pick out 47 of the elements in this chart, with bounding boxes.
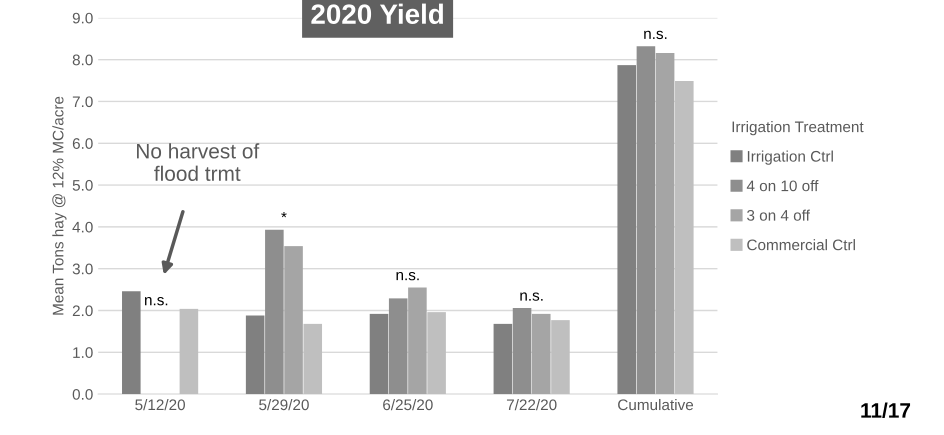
y-tick-label: 1.0	[73, 347, 93, 358]
bar	[265, 230, 284, 394]
text: 11/17	[861, 402, 910, 418]
bar	[656, 52, 674, 394]
bar	[284, 246, 303, 394]
x-tick-label: Cumulative	[618, 398, 694, 410]
annotation: *	[281, 212, 287, 218]
y-tick-label: 3.0	[72, 264, 93, 274]
x-tick-label: 7/22/20	[506, 398, 557, 410]
bar	[512, 308, 532, 394]
bar	[494, 324, 512, 394]
bar	[532, 314, 551, 394]
legend-label: 3 on 4 off	[747, 210, 810, 221]
annotation: No harvest of flood trmt	[137, 143, 260, 181]
bar	[370, 314, 388, 394]
legend-label: Irrigation Ctrl	[748, 150, 833, 165]
bar	[246, 316, 264, 394]
bar	[180, 308, 198, 394]
annotation: n.s.	[145, 297, 168, 306]
y-tick-label: 5.0	[72, 180, 93, 191]
annotation: n.s.	[520, 292, 543, 301]
y-tick-label: 6.0	[72, 138, 93, 149]
y-tick-label: 7.0	[72, 96, 93, 108]
x-tick-label: 5/12/20	[135, 398, 185, 410]
bar	[675, 80, 694, 394]
bar	[303, 324, 322, 394]
y-tick-label: 0.0	[72, 388, 93, 400]
x-tick-label: 6/25/20	[383, 398, 433, 410]
y-tick-label: 8.0	[72, 54, 93, 66]
bar	[427, 312, 446, 394]
chart-title: 2020 Yield	[311, 4, 443, 24]
bar	[388, 298, 408, 394]
y-tick-label: 9.0	[72, 12, 93, 24]
y-tick-label: 4.0	[72, 222, 93, 233]
y-tick-label: 2.0	[72, 305, 93, 316]
y-axis-title: Mean Tons hay @ 12% MC/acre	[52, 96, 67, 315]
bar	[551, 320, 570, 394]
bar	[636, 46, 656, 394]
bar	[122, 291, 141, 394]
annotation: n.s.	[396, 272, 419, 280]
annotation: n.s.	[644, 30, 666, 40]
bar	[617, 65, 636, 394]
legend-label: Commercial Ctrl	[747, 239, 855, 250]
x-tick-label: 5/29/20	[259, 398, 309, 410]
legend-title: Irrigation Treatment	[732, 121, 864, 136]
legend-label: 4 on 10 off	[746, 180, 818, 192]
bar	[408, 288, 427, 394]
